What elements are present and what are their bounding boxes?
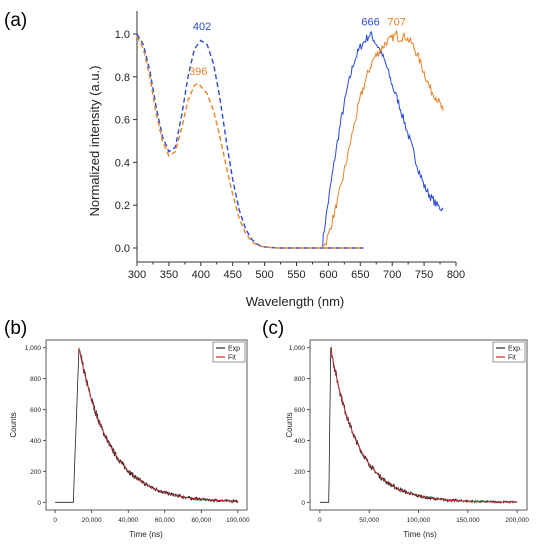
panel-a-x-axis-title: Wavelength (nm) (246, 294, 345, 309)
panel-c-label: (c) (262, 318, 284, 339)
panel-c-x-tick-label: 0 (318, 517, 322, 524)
panel-c-x-tick-label: 200,000 (505, 517, 529, 524)
panel-b-y-axis-title: Counts (9, 412, 18, 437)
panel-c-y-tick-label: 200 (294, 469, 305, 476)
panel-a-y-axis-title: Normalized intensity (a.u.) (87, 66, 102, 217)
panel-a-peak-label: 707 (387, 17, 405, 29)
panel-c-legend-label: Exp. (508, 346, 522, 353)
panel-b-x-tick-label: 20,000 (82, 517, 102, 524)
panel-a-x-tick-label: 700 (383, 269, 401, 281)
panel-a-series-blue-solid (321, 30, 444, 249)
panel-a-y-tick-label: 0.6 (115, 115, 130, 127)
panel-c-decay-curve: (c) 0 50,000 100,000 150,000 200,000 0 200 400 6… (262, 318, 529, 539)
panel-a-x-tick-label: 550 (287, 269, 305, 281)
panel-b-x-tick-label: 60,000 (155, 517, 175, 524)
panel-b-y-tick-label: 1,000 (25, 345, 42, 352)
panel-c-x-tick-label: 100,000 (407, 517, 431, 524)
panel-c-y-tick-label: 600 (294, 407, 305, 414)
panel-a-peak-label: 666 (361, 17, 379, 29)
panel-a-y-tick-label: 0.4 (115, 157, 130, 169)
panel-a-series-orange-dashed (136, 35, 364, 249)
panel-a-x-tick-label: 800 (447, 269, 465, 281)
panel-a-x-tick-label: 450 (224, 269, 242, 281)
panel-c-x-tick-label: 150,000 (456, 517, 480, 524)
panel-a-x-tick-label: 350 (160, 269, 178, 281)
panel-c-plot-area: 0 50,000 100,000 150,000 200,000 0 200 400 600 80… (289, 339, 529, 524)
panel-a-y-tick-label: 0.8 (115, 72, 130, 84)
panel-b-x-tick-label: 40,000 (118, 517, 138, 524)
panel-b-series-fit (78, 347, 238, 502)
panel-a-series-orange-solid (321, 30, 444, 249)
panel-a-x-tick-label: 300 (128, 269, 146, 281)
panel-b-plot-area: 0 20,000 40,000 60,000 80,000 100,000 0 200 400 6… (25, 339, 250, 524)
panel-b-y-tick-label: 400 (30, 438, 41, 445)
panel-c-y-tick-label: 400 (294, 438, 305, 445)
panel-c-y-tick-label: 1,000 (289, 345, 306, 352)
panel-b-legend-label: Exp (228, 346, 240, 353)
panel-a-y-tick-label: 0.2 (115, 200, 130, 212)
panel-b-y-tick-label: 0 (37, 500, 41, 507)
panel-b-y-tick-label: 200 (30, 469, 41, 476)
panel-c-y-axis-title: Counts (285, 412, 294, 437)
panel-c-y-tick-label: 800 (294, 376, 305, 383)
panel-a-peak-label: 396 (189, 66, 207, 78)
panel-c-x-axis-title: Time (ns) (403, 530, 437, 539)
panel-a-x-tick-label: 750 (415, 269, 433, 281)
panel-c-x-tick-label: 50,000 (359, 517, 379, 524)
panel-a-absorption-emission: (a) 300 350 400 450 500 550 600 650 700 750 800 0.0… (4, 10, 465, 309)
panel-a-label: (a) (4, 10, 27, 31)
panel-c-series-fit (330, 347, 518, 503)
panel-a-x-tick-label: 400 (192, 269, 210, 281)
panel-b-legend-label: Fit (228, 355, 236, 362)
panel-b-x-tick-label: 100,000 (226, 517, 250, 524)
panel-a-x-tick-label: 600 (319, 269, 337, 281)
panel-a-x-tick-label: 650 (351, 269, 369, 281)
panel-a-y-tick-label: 1.0 (115, 29, 130, 41)
panel-b-label: (b) (4, 318, 27, 339)
panel-b-y-tick-label: 600 (30, 407, 41, 414)
panel-a-series-blue-dashed (136, 33, 364, 249)
panel-a-peak-label: 402 (193, 21, 211, 33)
panel-a-y-tick-label: 0.0 (115, 243, 130, 255)
panel-c-legend-label: Fit (508, 355, 516, 362)
panel-b-x-tick-label: 80,000 (191, 517, 211, 524)
panel-b-y-tick-label: 800 (30, 376, 41, 383)
panel-b-decay-curve: (b) 0 20,000 40,000 60,000 80,000 100,000 0 200… (4, 318, 250, 539)
panel-b-x-axis-title: Time (ns) (129, 530, 163, 539)
panel-c-y-tick-label: 0 (301, 500, 305, 507)
panel-b-x-tick-label: 0 (53, 517, 57, 524)
panel-a-x-tick-label: 500 (255, 269, 273, 281)
panel-b-plot-frame (45, 339, 248, 511)
panel-a-plot-area: 300 350 400 450 500 550 600 650 700 750 800 0.0 0.2 0… (115, 11, 465, 281)
